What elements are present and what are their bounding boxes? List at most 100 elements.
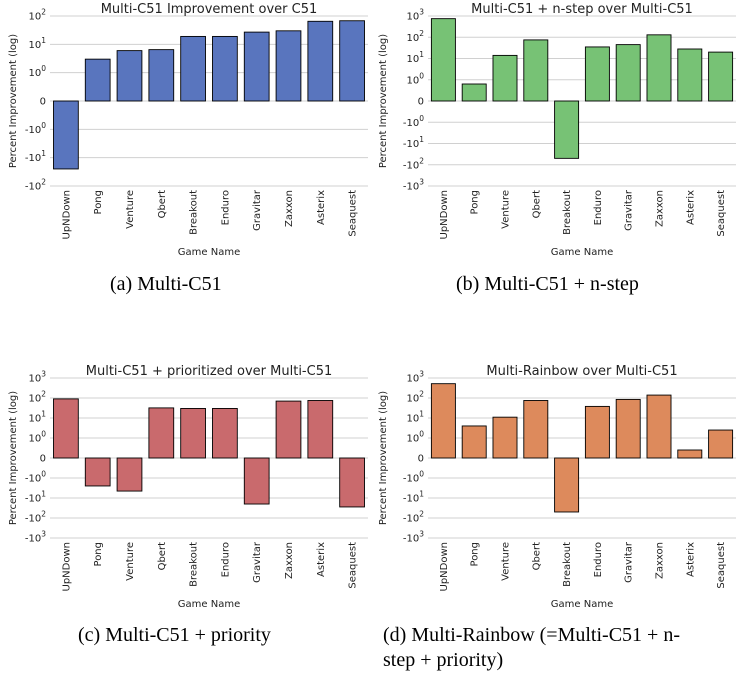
y-tick-label: 101	[28, 36, 46, 51]
y-tick-label: 101	[406, 410, 424, 425]
x-tick-label: Qbert	[157, 190, 168, 218]
x-tick-label: UpNDown	[61, 542, 72, 591]
bar	[584, 405, 610, 459]
y-tick-label: -102	[25, 510, 46, 525]
x-tick-label: Gravitar	[252, 189, 263, 231]
bar	[677, 48, 703, 102]
bar	[243, 31, 270, 102]
chart-title: Multi-C51 + prioritized over Multi-C51	[86, 364, 333, 379]
y-tick-label: -103	[403, 178, 424, 193]
bar	[84, 58, 111, 102]
x-axis-label: Game Name	[551, 247, 613, 258]
y-tick-label: -101	[403, 135, 424, 150]
x-tick-label: Enduro	[220, 542, 231, 577]
x-tick-label: Gravitar	[624, 189, 635, 231]
x-tick-label: Gravitar	[252, 541, 263, 583]
x-tick-label: UpNDown	[439, 542, 450, 591]
y-tick-label: -101	[25, 490, 46, 505]
y-tick-label: 100	[28, 64, 46, 79]
bar	[180, 35, 206, 102]
y-tick-label: -102	[25, 178, 46, 193]
caption-a: (a) Multi-C51	[110, 273, 222, 295]
bar	[180, 408, 206, 459]
bar	[212, 408, 238, 459]
bar	[339, 457, 365, 508]
y-tick-label: -102	[403, 510, 424, 525]
y-tick-label: 102	[406, 390, 424, 405]
x-tick-label: Pong	[93, 542, 104, 566]
bar	[708, 429, 734, 459]
bar	[492, 54, 518, 102]
y-tick-label: 103	[28, 370, 46, 385]
bar	[116, 50, 143, 102]
bar	[584, 46, 610, 102]
x-tick-label: Breakout	[189, 542, 200, 587]
bar	[430, 18, 456, 102]
bar	[677, 449, 703, 459]
y-tick-label: 103	[406, 8, 424, 23]
x-tick-label: Venture	[501, 190, 512, 229]
x-tick-label: UpNDown	[61, 190, 72, 239]
y-tick-label: -100	[403, 114, 424, 129]
x-tick-label: Asterix	[316, 542, 327, 577]
y-tick-label: -101	[403, 490, 424, 505]
x-tick-label: Breakout	[562, 542, 573, 587]
bar	[615, 398, 641, 459]
bar	[339, 20, 365, 102]
y-tick-label: -100	[403, 470, 424, 485]
chart-panel-b: 103 102 101 100 0 -100 -101 -102 -103 UpNDown Pong…	[378, 2, 736, 258]
x-tick-label: Pong	[470, 190, 481, 214]
x-tick-label: Qbert	[157, 542, 168, 570]
x-tick-label: Venture	[125, 542, 136, 581]
bar	[148, 407, 175, 459]
x-axis-label: Game Name	[178, 247, 240, 258]
bar	[615, 44, 641, 102]
y-tick-label: -100	[25, 470, 46, 485]
caption-b: (b) Multi-C51 + n-step	[456, 273, 639, 295]
x-tick-label: UpNDown	[439, 190, 450, 239]
caption-d-line2: step + priority)	[383, 649, 504, 671]
bar	[275, 30, 302, 102]
y-tick-label: -103	[403, 530, 424, 545]
bar	[212, 35, 238, 102]
x-tick-label: Seaquest	[716, 190, 727, 237]
x-tick-label: Seaquest	[348, 542, 359, 589]
y-axis-label: Percent Improvement (log)	[378, 34, 389, 168]
y-tick-label: 0	[40, 97, 46, 108]
chart-title: Multi-C51 Improvement over C51	[101, 2, 318, 17]
y-tick-label: -102	[403, 156, 424, 171]
chart-panel-c: 103 102 101 100 0 -100 -101 -102 -103 UpNDown Pong…	[8, 364, 368, 610]
chart-title: Multi-C51 + n-step over Multi-C51	[471, 2, 693, 17]
bar	[275, 400, 302, 459]
chart-title: Multi-Rainbow over Multi-C51	[486, 364, 677, 379]
bar	[53, 398, 79, 459]
y-tick-label: 100	[28, 430, 46, 445]
bar	[554, 457, 580, 513]
y-axis-label: Percent Improvement (log)	[378, 391, 389, 525]
x-tick-label: Seaquest	[716, 542, 727, 589]
x-tick-label: Pong	[470, 542, 481, 566]
y-axis-label: Percent Improvement (log)	[8, 391, 19, 525]
x-tick-label: Venture	[125, 190, 136, 229]
x-tick-label: Qbert	[531, 542, 542, 570]
x-tick-label: Breakout	[189, 190, 200, 235]
bar	[148, 49, 175, 102]
x-tick-label: Enduro	[593, 542, 604, 577]
x-tick-label: Enduro	[593, 190, 604, 225]
y-tick-label: 101	[28, 410, 46, 425]
caption-d-line1: (d) Multi-Rainbow (=Multi-C51 + n-	[383, 624, 680, 646]
bar	[307, 20, 334, 102]
x-tick-label: Qbert	[531, 190, 542, 218]
chart-panel-d: 103 102 101 100 0 -100 -101 -102 -103 UpNDown Pong…	[378, 364, 736, 610]
x-tick-label: Asterix	[685, 542, 696, 577]
bar	[523, 400, 549, 459]
y-tick-label: -103	[25, 530, 46, 545]
x-tick-label: Zaxxon	[284, 190, 295, 227]
y-tick-label: 100	[406, 430, 424, 445]
x-axis-label: Game Name	[178, 599, 240, 610]
bar	[646, 394, 672, 459]
y-tick-label: 102	[28, 8, 46, 23]
bar	[461, 83, 487, 102]
x-tick-label: Asterix	[316, 190, 327, 225]
bar	[646, 34, 672, 102]
